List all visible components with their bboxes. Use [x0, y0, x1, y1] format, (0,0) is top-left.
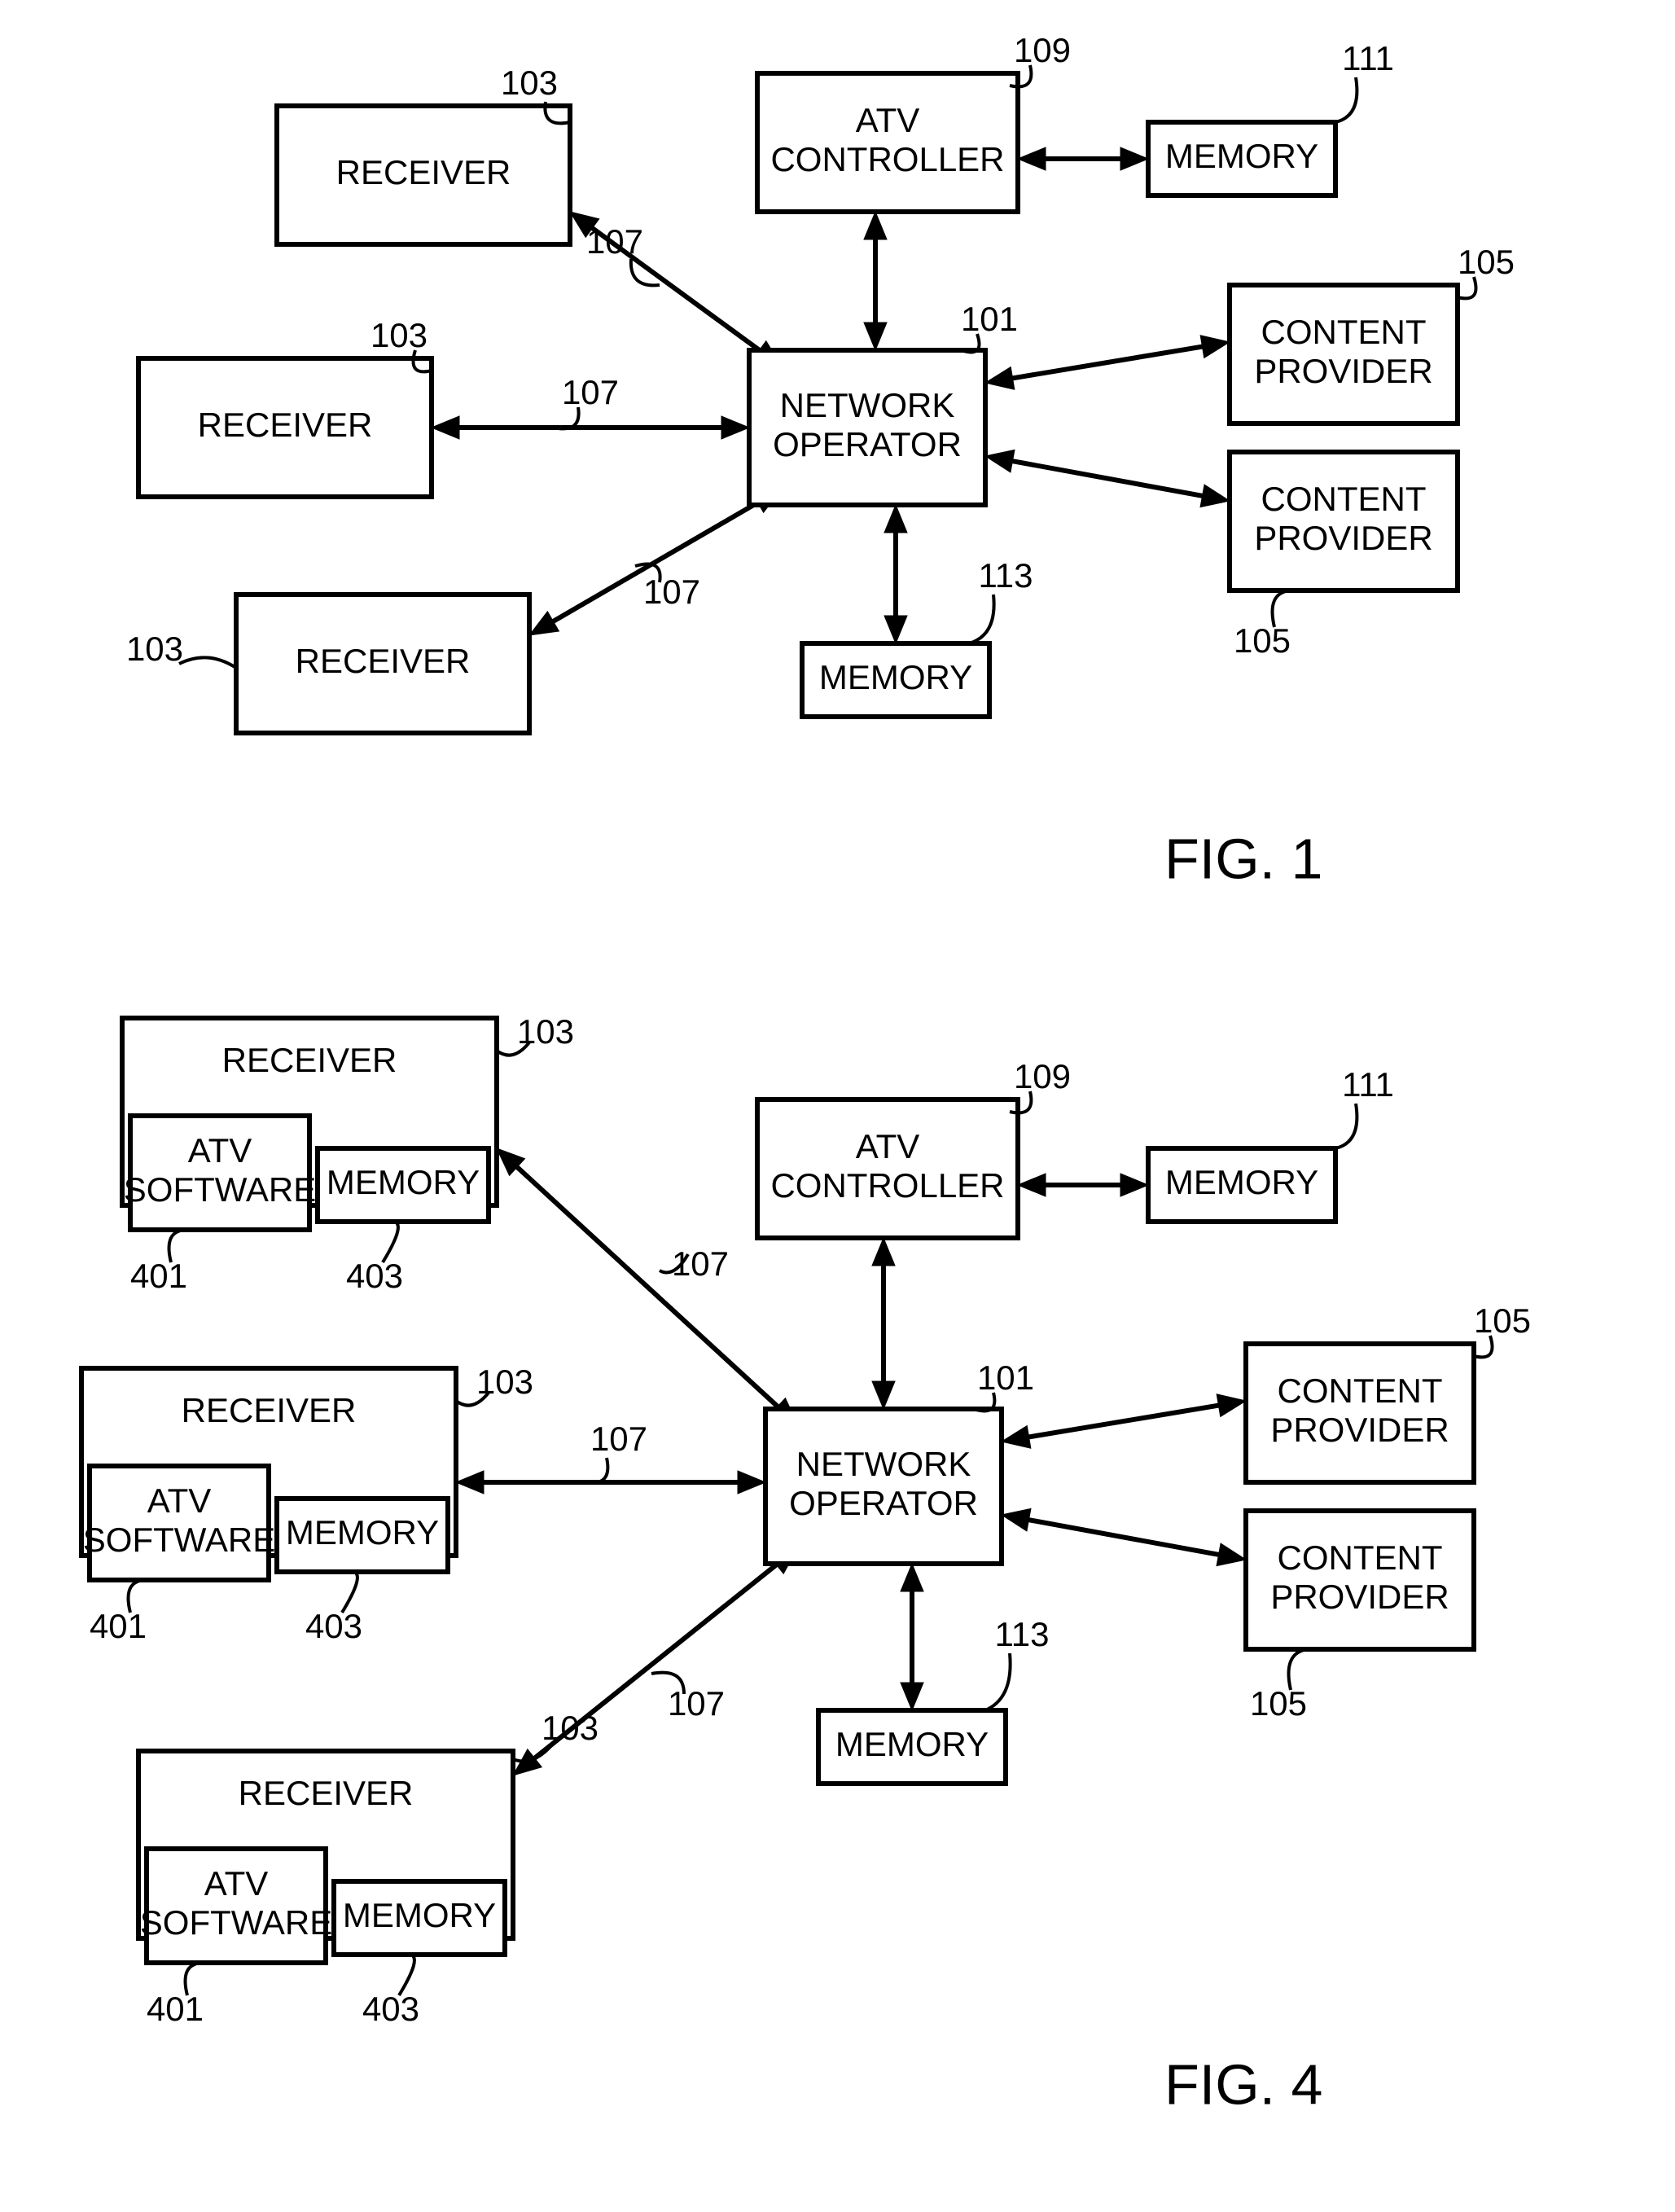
ref-f4-r109: 109 — [1014, 1057, 1071, 1095]
ref-f4-r111: 111 — [1342, 1065, 1394, 1104]
ref-f1-r107-1: 107 — [586, 222, 643, 261]
leader-f1-r103-3 — [179, 657, 236, 668]
ref-f4-r107-2: 107 — [590, 1420, 647, 1458]
box-label-f1-rx3-l0: RECEIVER — [296, 642, 471, 680]
box-label-f4-rx3-sw-l1: SOFTWARE — [140, 1903, 332, 1942]
box-label-f1-cp1-l0: CONTENT — [1261, 313, 1427, 351]
leader-f4-r107-2 — [586, 1458, 607, 1483]
box-label-f4-netop-l1: OPERATOR — [789, 1484, 978, 1522]
ref-f1-r105-2: 105 — [1234, 621, 1291, 660]
box-label-f4-rx1-sw-l0: ATV — [188, 1131, 252, 1170]
ref-f1-r107-3: 107 — [643, 573, 700, 611]
ref-f4-r401-3: 401 — [147, 1990, 204, 2028]
box-label-f1-atvc-l1: CONTROLLER — [770, 140, 1004, 178]
figure-label-fig1: FIG. 1 — [1164, 827, 1322, 890]
ref-f1-r101: 101 — [961, 300, 1018, 338]
box-label-f4-rx2-l0: RECEIVER — [182, 1391, 357, 1429]
box-label-f4-rx1-l0: RECEIVER — [222, 1041, 397, 1079]
box-label-f4-atvc-l1: CONTROLLER — [770, 1166, 1004, 1205]
leader-f4-r113 — [985, 1653, 1011, 1710]
ref-f4-r103-3: 103 — [542, 1709, 599, 1747]
ref-f1-r103-2: 103 — [371, 316, 428, 354]
box-label-f4-netop-l0: NETWORK — [796, 1445, 971, 1483]
box-label-f1-netop-l0: NETWORK — [780, 386, 955, 424]
ref-f1-r111: 111 — [1342, 39, 1394, 77]
ref-f4-r101: 101 — [977, 1358, 1034, 1397]
ref-f4-r103-2: 103 — [476, 1363, 533, 1401]
box-label-f4-mem2-l0: MEMORY — [835, 1725, 989, 1763]
connector-f4-net-cp2 — [1020, 1518, 1226, 1556]
connector-f1-net-cp1 — [1004, 345, 1210, 380]
box-label-f4-rx2-m-l0: MEMORY — [286, 1513, 439, 1551]
box-label-f1-mem1-l0: MEMORY — [1165, 137, 1318, 175]
leader-f4-r111 — [1335, 1104, 1357, 1148]
box-label-f1-netop-l1: OPERATOR — [773, 425, 962, 463]
box-label-f4-mem1-l0: MEMORY — [1165, 1163, 1318, 1201]
ref-f4-r401-1: 401 — [130, 1257, 187, 1295]
box-label-f4-rx2-sw-l1: SOFTWARE — [83, 1521, 275, 1559]
box-label-f1-cp2-l0: CONTENT — [1261, 480, 1427, 518]
ref-f4-r107-3: 107 — [668, 1684, 725, 1723]
ref-f4-r401-2: 401 — [90, 1607, 147, 1645]
box-label-f4-cp1-l0: CONTENT — [1278, 1372, 1443, 1410]
ref-f4-r113: 113 — [995, 1615, 1050, 1653]
ref-f4-r105-2: 105 — [1250, 1684, 1307, 1723]
ref-f1-r103-3: 103 — [126, 630, 183, 668]
box-label-f4-rx1-m-l0: MEMORY — [327, 1163, 480, 1201]
box-label-f4-rx2-sw-l0: ATV — [147, 1481, 212, 1520]
figure-label-fig4: FIG. 4 — [1164, 2052, 1322, 2116]
box-label-f1-rx1-l0: RECEIVER — [336, 153, 511, 191]
box-label-f4-rx3-sw-l0: ATV — [204, 1864, 269, 1903]
box-label-f4-cp2-l1: PROVIDER — [1270, 1578, 1449, 1616]
ref-f1-r103-1: 103 — [501, 64, 558, 102]
box-label-f4-atvc-l0: ATV — [856, 1127, 920, 1165]
box-label-f4-cp2-l0: CONTENT — [1278, 1538, 1443, 1577]
box-label-f1-cp1-l1: PROVIDER — [1254, 352, 1432, 390]
ref-f4-r403-3: 403 — [362, 1990, 419, 2028]
leader-f1-r113 — [969, 595, 994, 643]
ref-f4-r103-1: 103 — [517, 1012, 574, 1051]
connector-f4-rx1-net — [511, 1161, 784, 1412]
box-label-f1-mem2-l0: MEMORY — [819, 658, 972, 696]
ref-f1-r105-1: 105 — [1458, 243, 1515, 281]
ref-f1-r113: 113 — [979, 556, 1033, 595]
connector-f1-net-cp2 — [1004, 459, 1210, 497]
ref-f1-r107-2: 107 — [562, 373, 619, 411]
box-label-f4-rx3-l0: RECEIVER — [239, 1774, 414, 1812]
box-label-f1-rx2-l0: RECEIVER — [198, 406, 373, 444]
ref-f4-r403-2: 403 — [305, 1607, 362, 1645]
box-label-f1-cp2-l1: PROVIDER — [1254, 519, 1432, 557]
box-label-f4-cp1-l1: PROVIDER — [1270, 1411, 1449, 1449]
ref-f4-r105-1: 105 — [1474, 1301, 1531, 1340]
box-label-f1-atvc-l0: ATV — [856, 101, 920, 139]
ref-f1-r109: 109 — [1014, 31, 1071, 69]
ref-f4-r107-1: 107 — [672, 1244, 729, 1283]
ref-f4-r403-1: 403 — [346, 1257, 403, 1295]
connector-f4-net-cp1 — [1020, 1404, 1226, 1438]
leader-f1-r111 — [1335, 77, 1357, 122]
box-label-f4-rx1-sw-l1: SOFTWARE — [124, 1170, 316, 1209]
box-label-f4-rx3-m-l0: MEMORY — [343, 1896, 496, 1934]
